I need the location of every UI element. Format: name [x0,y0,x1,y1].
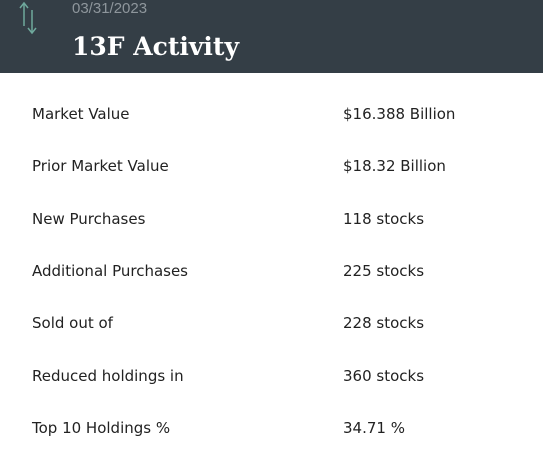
table-row: New Purchases 118 stocks [0,210,543,240]
row-value: 118 stocks [343,209,425,228]
row-value: 228 stocks [343,314,425,333]
row-label: Market Value [32,105,130,123]
title: 13F Activity [72,32,240,61]
row-label: Sold out of [32,314,113,333]
row-value: $16.388 Billion [343,105,456,123]
table-row: Reduced holdings in 360 stocks [0,367,543,397]
table-row: Market Value $16.388 Billion [0,105,543,135]
row-label: New Purchases [32,209,146,228]
row-value: 225 stocks [343,261,425,280]
date: 03/31/2023 [72,0,148,17]
sort-icon [19,1,37,35]
row-label: Prior Market Value [32,157,169,176]
row-value: $18.32 Billion [343,157,446,176]
row-value: 360 stocks [343,366,425,385]
table-row: Additional Purchases 225 stocks [0,262,543,292]
row-label: Reduced holdings in [32,366,184,385]
row-label: Top 10 Holdings % [32,418,171,437]
table-row: Top 10 Holdings % 34.71 % [0,419,543,449]
table-row: Sold out of 228 stocks [0,314,543,344]
header: 03/31/2023 13F Activity [0,0,543,73]
row-label: Additional Purchases [32,261,188,280]
row-value: 34.71 % [343,418,405,437]
table-row: Prior Market Value $18.32 Billion [0,157,543,187]
